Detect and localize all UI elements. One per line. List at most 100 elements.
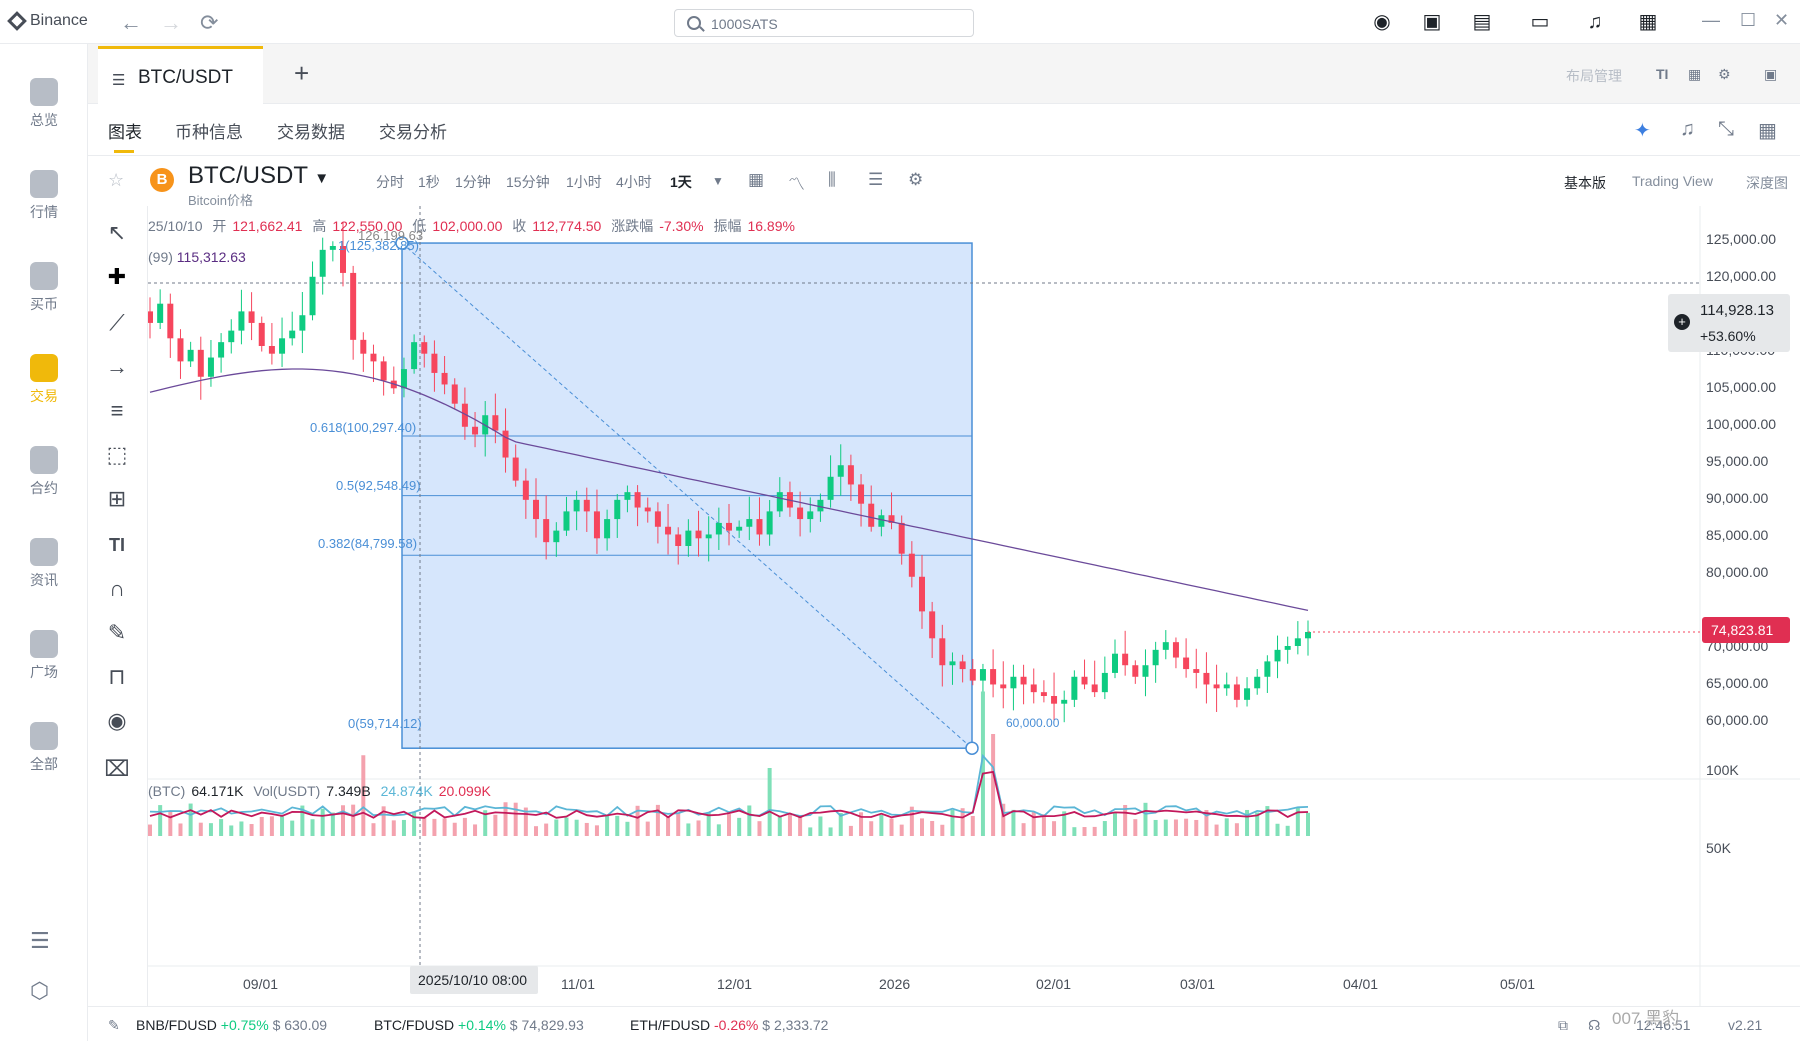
overview-icon xyxy=(30,78,58,106)
sidebar-item-overview[interactable]: 总览 xyxy=(0,78,88,130)
text-tool-icon[interactable]: TI xyxy=(1656,66,1669,82)
candle-body xyxy=(268,346,275,354)
pencil-icon[interactable]: ✎ xyxy=(107,620,127,645)
display-settings-icon[interactable]: ⚙ xyxy=(908,170,924,189)
ticker-bnb[interactable]: BNB/FDUSD +0.75% $ 630.09 xyxy=(136,1017,328,1033)
fib-handle-end xyxy=(965,741,979,755)
ticker-btc[interactable]: BTC/FDUSD +0.14% $ 74,829.93 xyxy=(374,1017,584,1033)
wallet-icon[interactable]: ▣ xyxy=(1422,11,1442,33)
magnet-icon[interactable]: ∩ xyxy=(109,576,125,601)
view-basic[interactable]: 基本版 xyxy=(1564,175,1606,191)
sidebar-item-news[interactable]: 资讯 xyxy=(0,538,88,590)
refresh-icon[interactable]: ⟳ xyxy=(200,10,219,35)
favorite-star-icon[interactable]: ☆ xyxy=(108,170,125,190)
candle-body xyxy=(949,661,956,666)
candle-body xyxy=(1152,649,1159,666)
notification-bell-icon[interactable]: ♫ xyxy=(1587,11,1603,33)
eye-icon[interactable]: ◉ xyxy=(107,708,127,733)
caret-down-icon: ▼ xyxy=(314,170,330,187)
sidebar-item-all[interactable]: 全部 xyxy=(0,722,88,774)
sidebar-item-square[interactable]: 广场 xyxy=(0,630,88,682)
interval-1m[interactable]: 1分钟 xyxy=(455,174,491,190)
crosshair-icon[interactable]: ✚ xyxy=(107,264,127,289)
candle-body xyxy=(177,338,184,362)
volume-bar xyxy=(1285,825,1290,836)
alert-bell-icon[interactable]: ♫ xyxy=(1680,118,1695,140)
interval-dropdown-icon[interactable]: ▼ xyxy=(712,174,724,188)
view-tradingview[interactable]: Trading View xyxy=(1632,173,1713,189)
layout-grid-icon[interactable]: ▦ xyxy=(1758,120,1777,142)
orders-icon[interactable]: ▤ xyxy=(1472,11,1492,33)
edit-icon[interactable]: ✎ xyxy=(108,1017,120,1033)
unlock-icon[interactable]: ⊓ xyxy=(108,664,126,689)
indicator-icon[interactable]: 〽 xyxy=(788,175,805,194)
interval-4h[interactable]: 4小时 xyxy=(616,174,652,190)
text-icon[interactable]: TI xyxy=(109,535,125,555)
fullscreen-icon[interactable]: ⤡ xyxy=(1718,118,1734,140)
candle-body xyxy=(959,661,966,670)
minimize-icon[interactable]: — xyxy=(1702,10,1720,30)
interval-15m[interactable]: 15分钟 xyxy=(506,174,550,190)
x-tick: 2026 xyxy=(879,976,911,992)
pattern-icon[interactable]: ⬚ xyxy=(106,442,128,467)
window-icon[interactable]: ⧉ xyxy=(1558,1017,1568,1033)
sidebar-item-trade[interactable]: 交易 xyxy=(0,354,88,406)
tab-trading-analysis[interactable]: 交易分析 xyxy=(379,123,447,142)
interval-1h[interactable]: 1小时 xyxy=(566,174,602,190)
trend-line-icon[interactable]: ⟋ xyxy=(109,310,125,335)
tab-btc-usdt[interactable]: ☰ BTC/USDT xyxy=(98,46,263,104)
sidebar-item-futures[interactable]: 合约 xyxy=(0,446,88,498)
y-tick: 90,000.00 xyxy=(1706,490,1769,506)
sidebar-item-buy[interactable]: 买币 xyxy=(0,262,88,314)
lock-icon[interactable]: ▣ xyxy=(1764,66,1778,82)
candle-body xyxy=(1000,684,1007,689)
trash-icon[interactable]: ⌧ xyxy=(104,756,130,781)
tab-coin-info[interactable]: 币种信息 xyxy=(175,123,243,142)
interval-1d[interactable]: 1天 xyxy=(670,174,692,190)
account-icon[interactable]: ◉ xyxy=(1373,11,1391,33)
ai-sparkle-icon[interactable]: ✦ xyxy=(1634,120,1651,142)
candle-body xyxy=(878,515,885,527)
arrow-tool-icon[interactable]: → xyxy=(106,354,128,379)
candle-body xyxy=(969,669,976,681)
volume-bar xyxy=(351,804,356,836)
fib-tool-icon[interactable]: ≡ xyxy=(110,398,124,423)
candle-type-icon[interactable]: ⫼ xyxy=(828,170,836,189)
qrcode-icon[interactable]: ▦ xyxy=(1638,11,1658,33)
candle-body xyxy=(837,465,844,477)
view-depth[interactable]: 深度图 xyxy=(1746,175,1788,191)
measure-icon[interactable]: ⊞ xyxy=(107,486,127,511)
chart-settings-icon[interactable]: ☰ xyxy=(868,170,884,189)
brand[interactable]: Binance xyxy=(7,11,88,31)
sidebar-item-markets[interactable]: 行情 xyxy=(0,170,88,222)
price-chart[interactable] xyxy=(148,206,1800,1006)
volume-bar xyxy=(148,824,152,836)
messages-icon[interactable]: ▭ xyxy=(1530,11,1550,33)
settings-hex-icon[interactable]: ⬡ xyxy=(30,978,50,1003)
calendar-icon[interactable]: ▦ xyxy=(748,170,765,189)
candle-body xyxy=(1112,653,1118,673)
forward-icon[interactable]: → xyxy=(160,10,182,35)
cursor-icon[interactable]: ↖ xyxy=(107,220,127,245)
volume-bar xyxy=(828,827,833,836)
maximize-icon[interactable]: ☐ xyxy=(1740,10,1757,30)
interval-1s[interactable]: 1秒 xyxy=(418,174,440,190)
ticker-eth[interactable]: ETH/FDUSD -0.26% $ 2,333.72 xyxy=(630,1017,829,1033)
close-icon[interactable]: ✕ xyxy=(1774,10,1790,30)
search-input[interactable]: 1000SATS xyxy=(674,9,974,37)
interval-time[interactable]: 分时 xyxy=(376,174,404,190)
gear-icon[interactable]: ⚙ xyxy=(1718,66,1731,82)
volume-bar xyxy=(513,802,518,836)
volume-bar xyxy=(899,824,904,836)
collapse-menu-icon[interactable]: ☰ xyxy=(30,928,50,953)
tab-chart[interactable]: 图表 xyxy=(108,118,142,153)
headset-icon[interactable]: ☊ xyxy=(1588,1017,1601,1033)
layout-manager-button[interactable]: 布局管理 xyxy=(1566,68,1622,84)
back-icon[interactable]: ← xyxy=(120,10,142,35)
add-alert-icon[interactable]: + xyxy=(1674,314,1690,330)
tab-trading-data[interactable]: 交易数据 xyxy=(277,123,345,142)
add-tab-button[interactable]: + xyxy=(294,58,310,88)
pair-selector[interactable]: BTC/USDT ▼ xyxy=(188,162,330,189)
candle-body xyxy=(248,311,255,323)
grid-layout-icon[interactable]: ▦ xyxy=(1688,66,1702,82)
